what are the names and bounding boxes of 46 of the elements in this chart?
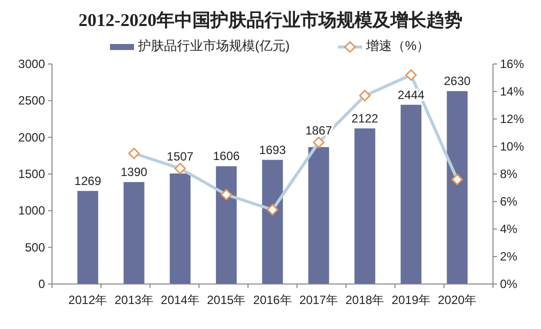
data-label: 1507 xyxy=(166,150,194,164)
bar xyxy=(77,190,98,284)
y2-tick-label: 12% xyxy=(500,112,524,126)
data-label: 2122 xyxy=(352,111,379,126)
legend-label: 增速（%） xyxy=(365,38,430,53)
y-tick-label: 2000 xyxy=(18,130,46,144)
x-tick-label: 2019年 xyxy=(392,293,430,307)
x-tick-label: 2020年 xyxy=(438,293,477,307)
y-tick-label: 3000 xyxy=(18,57,46,71)
bar xyxy=(446,91,468,284)
data-label: 2630 xyxy=(444,74,471,88)
x-tick-label: 2012年 xyxy=(68,293,108,307)
data-label: 1390 xyxy=(120,165,148,180)
y-tick-label: 1500 xyxy=(18,167,46,181)
y-tick-label: 1000 xyxy=(18,204,46,218)
x-tick-label: 2016年 xyxy=(253,293,292,307)
bar xyxy=(216,166,237,284)
bar xyxy=(308,147,330,284)
y2-tick-label: 0% xyxy=(500,277,518,291)
x-tick-label: 2015年 xyxy=(206,293,246,307)
x-tick-label: 2013年 xyxy=(114,293,154,307)
y2-tick-label: 6% xyxy=(500,194,518,208)
x-tick-label: 2014年 xyxy=(160,293,200,307)
data-label: 1606 xyxy=(212,149,240,164)
y2-tick-label: 8% xyxy=(500,167,518,181)
chart-title: 2012-2020年中国护肤品行业市场规模及增长趋势 xyxy=(78,10,462,30)
y2-tick-label: 10% xyxy=(500,140,524,154)
x-tick-label: 2018年 xyxy=(346,293,384,307)
data-label: 1867 xyxy=(305,123,332,138)
legend-label: 护肤品行业市场规模(亿元) xyxy=(137,38,290,53)
bar xyxy=(400,104,422,284)
bar xyxy=(124,182,144,284)
data-label: 1269 xyxy=(74,174,102,188)
y-tick-label: 0 xyxy=(38,277,46,291)
y2-tick-label: 16% xyxy=(500,57,524,71)
data-label: 2444 xyxy=(398,88,425,102)
y-tick-label: 2500 xyxy=(18,94,46,108)
bar xyxy=(354,128,376,284)
x-tick-label: 2017年 xyxy=(299,293,338,307)
bar xyxy=(170,173,191,284)
bar xyxy=(262,160,283,284)
y-tick-label: 500 xyxy=(24,240,46,254)
data-label: 1693 xyxy=(259,142,286,157)
y2-tick-label: 2% xyxy=(500,250,518,264)
y2-tick-label: 4% xyxy=(500,222,518,236)
y2-tick-label: 14% xyxy=(500,84,524,98)
